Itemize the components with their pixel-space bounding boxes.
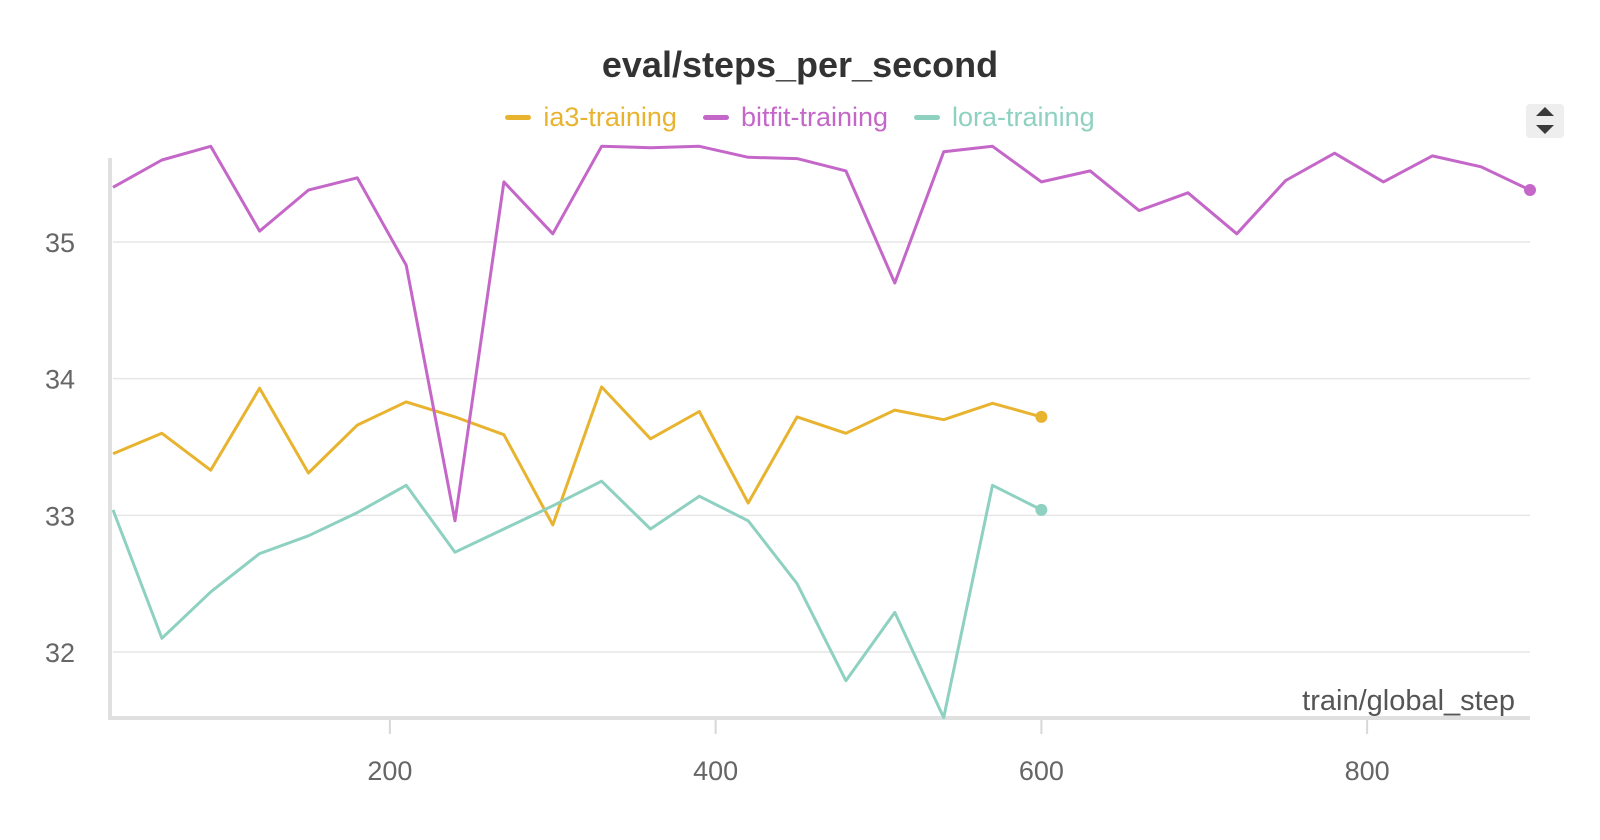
y-tick-label: 33 [45, 501, 75, 531]
grid-lines [113, 241, 1530, 653]
scroll-arrows-icon[interactable] [1526, 104, 1564, 138]
series-line [112, 144, 1531, 523]
legend-item[interactable]: ia3-training [505, 102, 677, 133]
triangle-up-icon[interactable] [1536, 107, 1554, 116]
series-ia3-training [112, 385, 1048, 527]
x-tick-label: 400 [693, 756, 738, 786]
legend-scroll-control[interactable] [1526, 104, 1564, 138]
series-lora-training [111, 479, 1048, 720]
legend-label: bitfit-training [740, 102, 889, 132]
series-line [111, 479, 1043, 720]
legend: ia3-training bitfit-training lora-training [0, 102, 1600, 133]
series-end-point [1524, 184, 1536, 197]
y-tick-label: 34 [45, 365, 75, 395]
series-bitfit-training [112, 144, 1536, 523]
y-tick-label: 35 [45, 228, 75, 258]
y-tick-label: 32 [45, 638, 75, 668]
triangle-down-icon[interactable] [1536, 125, 1554, 134]
legend-swatch [914, 115, 941, 120]
series-end-point [1035, 503, 1048, 516]
series-lines [111, 144, 1536, 720]
axes [108, 158, 1530, 734]
x-axis-title: train/global_step [1302, 685, 1515, 717]
x-tick-label: 200 [367, 756, 412, 786]
x-tick-label: 600 [1019, 756, 1064, 786]
legend-item[interactable]: lora-training [914, 102, 1095, 133]
legend-label: ia3-training [543, 102, 677, 132]
series-line [112, 385, 1042, 527]
legend-label: lora-training [952, 102, 1095, 132]
legend-swatch [702, 115, 729, 120]
legend-swatch [505, 115, 532, 120]
tick-labels: 32 33 34 35 200 400 600 800 train/global_step [45, 228, 1515, 786]
chart-title: eval/steps_per_second [601, 44, 999, 85]
legend-item[interactable]: bitfit-training [702, 102, 889, 133]
series-end-point [1035, 410, 1048, 423]
x-tick-label: 800 [1345, 756, 1390, 786]
